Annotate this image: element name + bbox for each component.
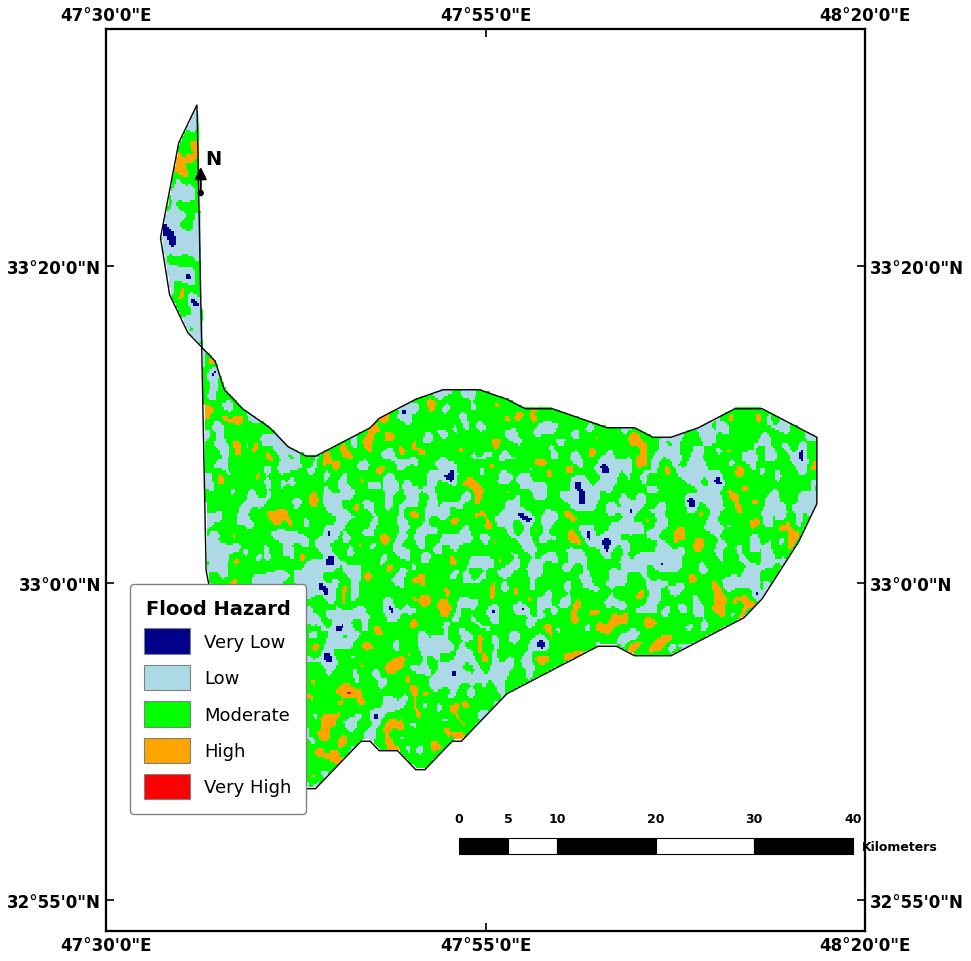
Text: 30: 30 [746,812,763,825]
Circle shape [198,191,203,196]
Bar [508,838,557,854]
Bar [557,838,655,854]
Text: 40: 40 [844,812,861,825]
Text: 20: 20 [647,812,664,825]
Text: Kilometers: Kilometers [862,840,938,853]
Bar [459,838,508,854]
Text: 5: 5 [504,812,513,825]
Text: 10: 10 [549,812,566,825]
Legend: Very Low, Low, Moderate, High, Very High: Very Low, Low, Moderate, High, Very High [130,584,306,814]
Text: 0: 0 [454,812,463,825]
Bar [754,838,853,854]
Bar [655,838,754,854]
Text: N: N [205,150,221,169]
